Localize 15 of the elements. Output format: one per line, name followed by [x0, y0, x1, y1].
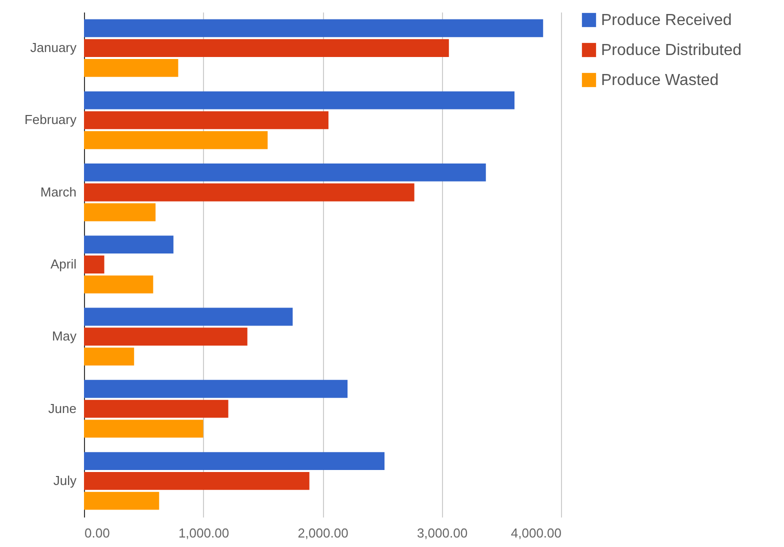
y-tick-label: March — [40, 184, 76, 200]
x-tick-label: 4,000.00 — [510, 526, 562, 540]
x-tick-label: 0.00 — [84, 526, 110, 540]
y-tick-label: February — [24, 112, 77, 128]
y-tick-label: May — [52, 328, 77, 344]
legend-label: Produce Received — [601, 12, 732, 29]
x-tick-label: 1,000.00 — [178, 526, 230, 540]
x-tick-label: 3,000.00 — [416, 526, 468, 540]
legend-label: Produce Wasted — [601, 72, 719, 89]
y-tick-label: April — [50, 256, 77, 272]
y-tick-label: June — [48, 400, 76, 416]
y-tick-label: July — [53, 472, 77, 488]
legend-label: Produce Distributed — [601, 42, 742, 59]
x-tick-label: 2,000.00 — [298, 526, 348, 540]
y-tick-label: January — [30, 40, 77, 56]
